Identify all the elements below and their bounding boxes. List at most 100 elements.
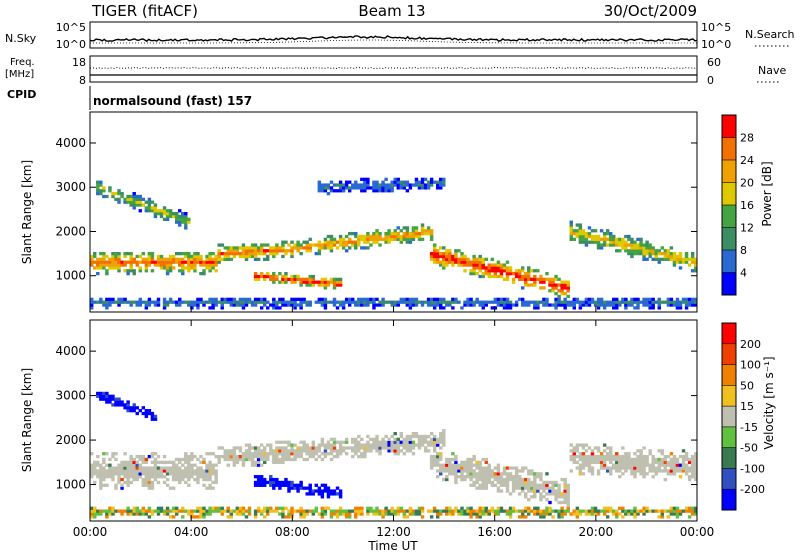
heatmap-cell <box>657 303 661 307</box>
heatmap-cell <box>144 409 149 413</box>
heatmap-cell <box>190 300 194 304</box>
heatmap-cell <box>439 260 443 264</box>
heatmap-cell <box>517 480 522 485</box>
heatmap-cell <box>351 440 355 444</box>
heatmap-cell <box>478 515 482 519</box>
heatmap-cell <box>275 509 279 513</box>
heatmap-cell <box>648 463 652 467</box>
heatmap-cell <box>108 506 112 510</box>
heatmap-cell <box>599 454 604 459</box>
heatmap-cell <box>642 475 646 479</box>
heatmap-cell <box>499 303 504 307</box>
heatmap-cell <box>693 512 698 516</box>
heatmap-cell <box>262 252 267 256</box>
heatmap-cell <box>351 243 355 247</box>
heatmap-cell <box>390 186 394 190</box>
heatmap-cell <box>545 472 549 476</box>
heatmap-cell <box>165 212 170 216</box>
heatmap-cell <box>472 509 476 513</box>
heatmap-cell <box>269 475 273 479</box>
heatmap-cell <box>354 509 358 513</box>
heatmap-cell <box>390 232 394 236</box>
heatmap-cell <box>605 509 610 513</box>
heatmap-cell <box>293 246 297 250</box>
heatmap-cell <box>378 189 382 193</box>
y-tick-label: 2000 <box>55 433 86 447</box>
heatmap-cell <box>102 260 106 264</box>
heatmap-cell <box>439 509 443 513</box>
heatmap-cell <box>214 454 218 459</box>
heatmap-cell <box>690 303 695 307</box>
heatmap-cell <box>514 272 519 276</box>
freq-label: Freq. <box>10 57 35 68</box>
heatmap-cell <box>417 234 422 239</box>
heatmap-cell <box>612 457 616 462</box>
heatmap-cell <box>405 229 410 233</box>
heatmap-cell <box>429 443 434 447</box>
heatmap-cell <box>496 300 501 304</box>
heatmap-cell <box>426 186 431 190</box>
heatmap-cell <box>344 300 349 304</box>
heatmap-cell <box>111 469 115 473</box>
beam-title: Beam 13 <box>358 2 425 20</box>
heatmap-cell <box>414 300 419 304</box>
heatmap-cell <box>414 180 419 184</box>
heatmap-cell <box>311 512 315 516</box>
heatmap-cell <box>420 437 425 441</box>
heatmap-cell <box>244 297 249 301</box>
heatmap-cell <box>317 183 322 187</box>
heatmap-cell <box>587 303 592 307</box>
heatmap-cell <box>108 469 112 473</box>
heatmap-cell <box>648 297 652 301</box>
heatmap-cell <box>472 272 476 276</box>
heatmap-cell <box>530 495 534 499</box>
heatmap-cell <box>408 183 413 187</box>
heatmap-cell <box>375 509 379 513</box>
heatmap-cell <box>165 260 170 264</box>
heatmap-cell <box>363 300 367 304</box>
heatmap-cell <box>375 229 379 233</box>
heatmap-cell <box>141 483 146 487</box>
heatmap-cell <box>475 515 479 519</box>
heatmap-cell <box>320 515 325 519</box>
heatmap-cell <box>420 300 425 304</box>
heatmap-cell <box>135 260 139 264</box>
heatmap-cell <box>338 180 343 184</box>
heatmap-cell <box>693 460 698 464</box>
heatmap-cell <box>627 454 631 459</box>
heatmap-cell <box>178 472 182 476</box>
heatmap-cell <box>690 512 695 516</box>
heatmap-cell <box>660 512 665 516</box>
heatmap-cell <box>548 289 552 293</box>
heatmap-cell <box>323 452 328 456</box>
heatmap-cell <box>472 475 476 479</box>
heatmap-cell <box>545 509 549 513</box>
heatmap-cell <box>448 469 452 473</box>
heatmap-cell <box>354 243 358 247</box>
heatmap-cell <box>554 483 558 487</box>
heatmap-cell <box>417 183 422 187</box>
heatmap-cell <box>296 246 300 250</box>
heatmap-cell <box>654 249 658 253</box>
nave-label: Nave <box>758 64 786 77</box>
colorbar-swatch <box>722 447 736 469</box>
heatmap-cell <box>399 431 404 436</box>
heatmap-cell <box>150 260 155 264</box>
heatmap-cell <box>332 283 337 287</box>
heatmap-cell <box>575 229 580 233</box>
heatmap-cell <box>302 440 306 444</box>
heatmap-cell <box>439 454 443 459</box>
heatmap-cell <box>156 300 161 304</box>
heatmap-cell <box>247 249 252 253</box>
heatmap-cell <box>572 232 576 236</box>
heatmap-cell <box>323 240 328 244</box>
heatmap-cell <box>533 486 537 490</box>
heatmap-cell <box>551 489 555 493</box>
heatmap-cell <box>593 457 598 462</box>
heatmap-cell <box>208 466 212 470</box>
heatmap-cell <box>414 431 419 436</box>
heatmap-cell <box>390 449 394 453</box>
heatmap-cell <box>269 249 273 253</box>
heatmap-cell <box>454 472 458 476</box>
heatmap-cell <box>478 300 482 304</box>
